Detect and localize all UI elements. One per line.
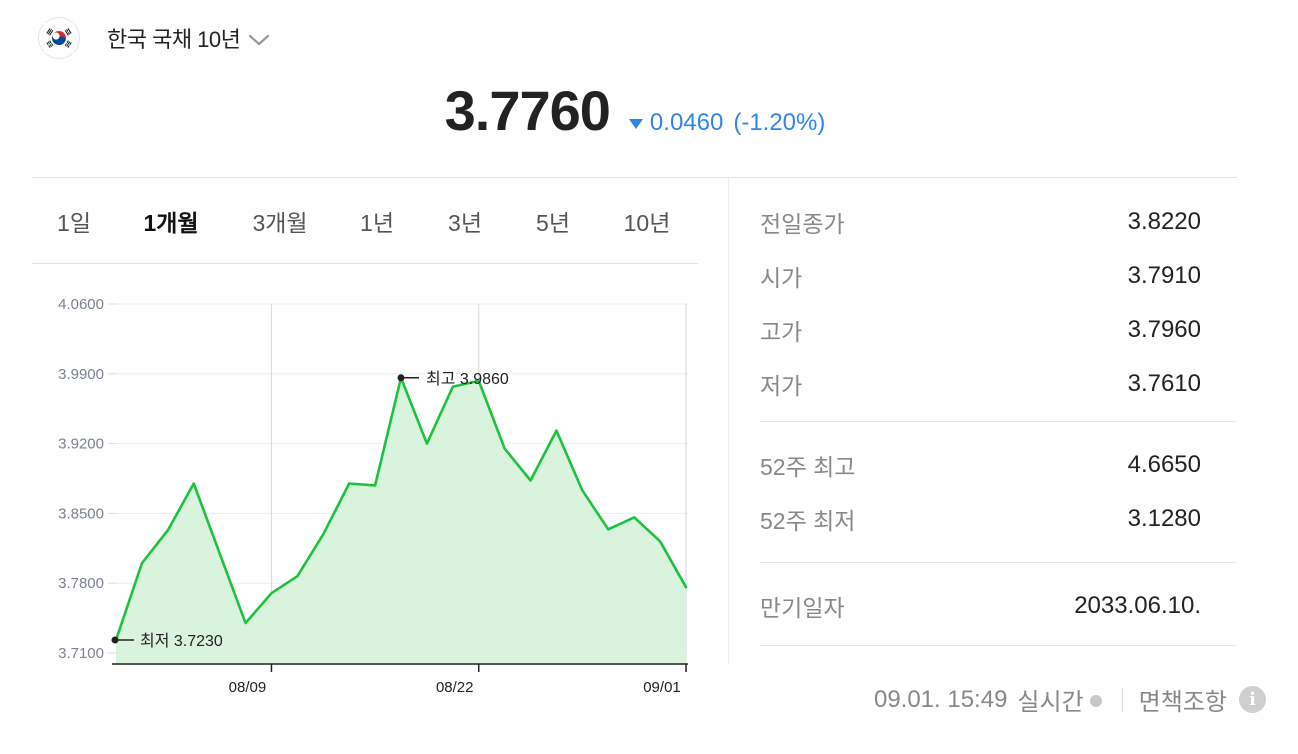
tab-3m[interactable]: 3개월 (252, 209, 308, 236)
stat-label: 저가 (760, 373, 803, 399)
y-tick-label: 3.9200 (58, 436, 104, 453)
x-tick-label: 09/01 (643, 679, 681, 696)
stat-value: 3.7910 (1127, 262, 1201, 289)
tab-5y[interactable]: 5년 (536, 209, 570, 236)
update-timestamp: 09.01. 15:49 (873, 685, 1008, 713)
stat-label: 전일종가 (760, 211, 845, 237)
tab-1y[interactable]: 1년 (360, 209, 394, 236)
footer: 09.01. 15:49 실시간 면책조항 i (874, 682, 1266, 717)
realtime-dot-icon (1089, 694, 1102, 707)
x-tick-label: 08/09 (229, 679, 267, 696)
stat-prev-close: 전일종가 3.8220 (760, 195, 1236, 249)
tab-1m[interactable]: 1개월 (143, 209, 199, 236)
korea-flag-icon (38, 17, 80, 59)
stat-value: 3.7610 (1127, 370, 1201, 397)
stat-label: 52주 최고 (760, 454, 856, 480)
area-fill (116, 377, 686, 664)
stat-label: 시가 (760, 265, 803, 291)
disclaimer-link[interactable]: 면책조항 (1138, 689, 1227, 716)
price-change: 0.0460 (-1.20%) (628, 109, 825, 137)
tab-3y[interactable]: 3년 (448, 209, 482, 236)
stat-value: 2033.06.10. (1074, 592, 1201, 619)
y-tick-label: 3.9900 (58, 366, 104, 383)
stat-52w-high: 52주 최고 4.6650 (760, 438, 1236, 492)
chevron-down-icon (249, 34, 270, 45)
info-icon[interactable]: i (1239, 686, 1266, 713)
stat-value: 4.6650 (1127, 451, 1201, 478)
header: 한국 국채 10년 (38, 17, 270, 59)
y-tick-label: 3.7100 (58, 645, 104, 662)
tab-1d[interactable]: 1일 (57, 209, 91, 236)
top-divider (32, 177, 1237, 178)
stats-divider (760, 421, 1236, 422)
down-triangle-icon (628, 119, 643, 129)
min-label: 최저 3.7230 (140, 632, 223, 650)
x-tick-label: 08/22 (436, 679, 474, 696)
price-summary: 3.7760 0.0460 (-1.20%) (0, 78, 1270, 143)
y-tick-label: 3.8500 (58, 505, 104, 522)
stats-panel: 전일종가 3.8220 시가 3.7910 고가 3.7960 저가 3.761… (760, 195, 1236, 646)
current-price: 3.7760 (444, 79, 611, 142)
panel-divider (728, 178, 729, 664)
stat-label: 고가 (760, 319, 803, 345)
stat-52w-low: 52주 최저 3.1280 (760, 492, 1236, 546)
stat-low: 저가 3.7610 (760, 357, 1236, 411)
stats-divider (760, 562, 1236, 563)
instrument-title: 한국 국채 10년 (107, 27, 241, 52)
realtime-label: 실시간 (1017, 689, 1084, 716)
max-label: 최고 3.9860 (426, 370, 509, 388)
y-tick-label: 3.7800 (58, 575, 104, 592)
stat-label: 52주 최저 (760, 508, 856, 534)
change-value: 0.0460 (649, 109, 724, 136)
change-percent: (-1.20%) (733, 109, 826, 136)
footer-separator (1121, 687, 1123, 712)
stat-label: 만기일자 (760, 595, 845, 621)
stat-value: 3.8220 (1127, 208, 1201, 235)
y-tick-label: 4.0600 (58, 296, 104, 313)
stats-divider (760, 645, 1236, 646)
period-tabs: 1일 1개월 3개월 1년 3년 5년 10년 (32, 178, 698, 264)
stat-high: 고가 3.7960 (760, 303, 1236, 357)
stat-maturity: 만기일자 2033.06.10. (760, 579, 1236, 633)
stat-value: 3.7960 (1127, 316, 1201, 343)
tab-10y[interactable]: 10년 (623, 209, 671, 236)
stat-value: 3.1280 (1127, 505, 1201, 532)
yield-chart[interactable]: 4.0600 3.9900 3.9200 3.8500 3.7800 3.7100 08/0… (0, 264, 710, 704)
stat-open: 시가 3.7910 (760, 249, 1236, 303)
instrument-selector[interactable]: 한국 국채 10년 (107, 22, 270, 54)
